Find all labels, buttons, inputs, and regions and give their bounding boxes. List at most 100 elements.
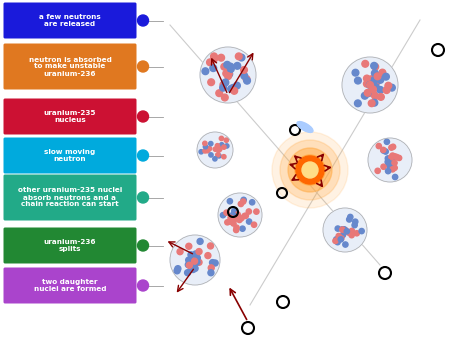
Circle shape [392,165,397,170]
Circle shape [196,248,202,255]
Circle shape [192,251,199,257]
Circle shape [370,86,376,93]
Circle shape [137,192,148,203]
Circle shape [385,82,392,89]
Circle shape [386,163,392,168]
Circle shape [390,153,395,158]
Circle shape [203,149,207,153]
Circle shape [213,157,217,161]
Circle shape [376,143,382,149]
Circle shape [237,217,242,223]
Text: two daughter
nuclei are formed: two daughter nuclei are formed [34,279,106,292]
Circle shape [392,174,398,180]
Circle shape [240,226,245,231]
Circle shape [390,167,395,172]
Circle shape [338,237,344,242]
Circle shape [241,197,246,202]
Circle shape [202,68,209,75]
Circle shape [372,70,378,77]
Circle shape [203,141,207,146]
Circle shape [194,257,200,263]
Circle shape [225,73,231,80]
Circle shape [226,71,233,77]
Circle shape [191,258,198,264]
Circle shape [383,87,390,93]
Circle shape [197,239,203,244]
Circle shape [207,59,213,66]
Circle shape [344,229,349,234]
Circle shape [381,148,386,153]
Circle shape [137,240,148,251]
Circle shape [377,76,383,83]
Circle shape [189,263,195,269]
Circle shape [205,253,211,258]
Circle shape [244,77,250,84]
Ellipse shape [297,121,313,132]
Circle shape [190,267,196,273]
Circle shape [205,148,210,153]
Circle shape [228,66,234,72]
Circle shape [186,243,192,249]
Circle shape [334,237,339,242]
Circle shape [196,259,202,265]
Circle shape [222,145,226,149]
Circle shape [342,227,348,233]
Circle shape [372,81,378,88]
Circle shape [224,61,230,68]
Circle shape [208,147,212,151]
Circle shape [137,111,148,122]
Circle shape [392,154,397,159]
Circle shape [170,235,220,285]
Circle shape [221,94,228,101]
Circle shape [234,225,239,230]
Circle shape [215,143,219,148]
Circle shape [368,76,375,83]
Circle shape [383,73,389,80]
Circle shape [366,82,373,88]
Circle shape [388,157,393,162]
Text: slow moving
neutron: slow moving neutron [45,149,96,162]
Circle shape [339,227,345,232]
FancyBboxPatch shape [3,228,137,263]
Circle shape [394,154,399,160]
Circle shape [185,262,191,268]
Circle shape [220,81,227,88]
Circle shape [377,87,384,93]
Circle shape [220,84,227,91]
Circle shape [203,144,208,149]
Circle shape [302,162,318,178]
Circle shape [225,144,229,148]
Circle shape [372,93,379,100]
Circle shape [190,258,196,264]
Circle shape [228,86,235,92]
Circle shape [177,248,183,255]
FancyBboxPatch shape [3,44,137,89]
Circle shape [193,260,200,266]
Circle shape [219,143,224,147]
Circle shape [243,213,248,218]
Circle shape [241,199,246,204]
Circle shape [390,156,395,162]
Circle shape [355,77,361,84]
Circle shape [137,150,148,161]
Circle shape [272,132,348,208]
Circle shape [390,160,395,165]
Circle shape [243,76,250,82]
FancyBboxPatch shape [3,98,137,135]
Circle shape [224,210,229,215]
Circle shape [218,54,225,61]
Circle shape [349,228,355,234]
Circle shape [342,228,347,233]
Text: uranium-236
splits: uranium-236 splits [44,239,96,252]
Circle shape [230,84,237,91]
Text: uranium-235
nucleus: uranium-235 nucleus [44,110,96,123]
Circle shape [368,138,412,182]
Circle shape [236,53,242,60]
Circle shape [379,69,386,76]
Circle shape [241,72,247,79]
Circle shape [222,79,229,86]
Circle shape [235,212,240,217]
Circle shape [208,265,214,271]
Circle shape [374,73,381,80]
Circle shape [197,132,233,168]
